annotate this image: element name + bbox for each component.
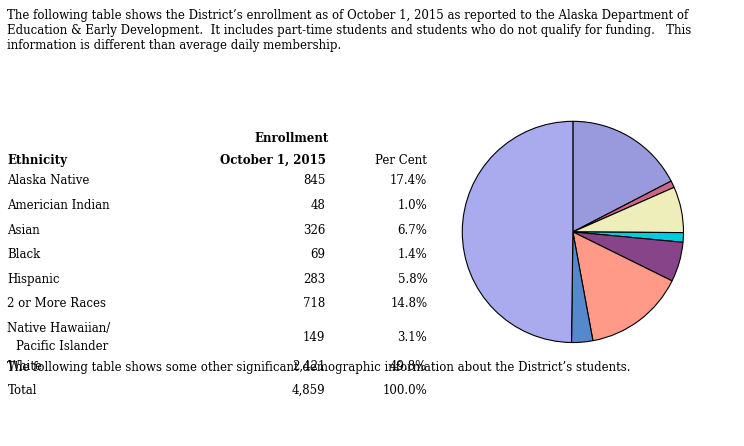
Text: The following table shows some other significant demographic information about t: The following table shows some other sig…: [7, 361, 631, 374]
Text: Americian Indian: Americian Indian: [7, 199, 110, 212]
Wedge shape: [462, 121, 573, 343]
Text: 17.4%: 17.4%: [390, 174, 427, 187]
Text: 845: 845: [303, 174, 326, 187]
Text: Pacific Islander: Pacific Islander: [16, 340, 108, 353]
Text: 326: 326: [303, 223, 326, 236]
Text: 14.8%: 14.8%: [390, 297, 427, 310]
Text: Ethnicity: Ethnicity: [7, 153, 68, 167]
Text: 2 or More Races: 2 or More Races: [7, 297, 106, 310]
Text: 48: 48: [311, 199, 326, 212]
Text: 100.0%: 100.0%: [382, 384, 427, 397]
Text: 718: 718: [304, 297, 326, 310]
Wedge shape: [573, 121, 671, 232]
Text: 1.4%: 1.4%: [397, 248, 427, 261]
Text: 49.8%: 49.8%: [390, 359, 427, 373]
Text: White: White: [7, 359, 42, 373]
Wedge shape: [573, 181, 674, 232]
Text: 2,421: 2,421: [292, 359, 326, 373]
Text: 283: 283: [304, 273, 326, 285]
Text: 5.8%: 5.8%: [397, 273, 427, 285]
Text: 69: 69: [310, 248, 326, 261]
Text: October 1, 2015: October 1, 2015: [219, 153, 326, 167]
Text: 4,859: 4,859: [292, 384, 326, 397]
Text: Per Cent: Per Cent: [376, 153, 427, 167]
Text: The following table shows the District’s enrollment as of October 1, 2015 as rep: The following table shows the District’s…: [7, 9, 692, 52]
Text: Enrollment: Enrollment: [254, 132, 329, 145]
Text: Alaska Native: Alaska Native: [7, 174, 90, 187]
Text: 1.0%: 1.0%: [397, 199, 427, 212]
Text: Black: Black: [7, 248, 41, 261]
Text: Native Hawaiian/: Native Hawaiian/: [7, 322, 111, 334]
Wedge shape: [573, 232, 672, 341]
Wedge shape: [571, 232, 593, 343]
Text: Asian: Asian: [7, 223, 40, 236]
Text: Total: Total: [7, 384, 37, 397]
Wedge shape: [573, 187, 684, 233]
Wedge shape: [573, 232, 683, 281]
Text: 149: 149: [303, 331, 326, 344]
Text: 6.7%: 6.7%: [397, 223, 427, 236]
Text: 3.1%: 3.1%: [397, 331, 427, 344]
Wedge shape: [573, 232, 684, 242]
Text: Hispanic: Hispanic: [7, 273, 60, 285]
